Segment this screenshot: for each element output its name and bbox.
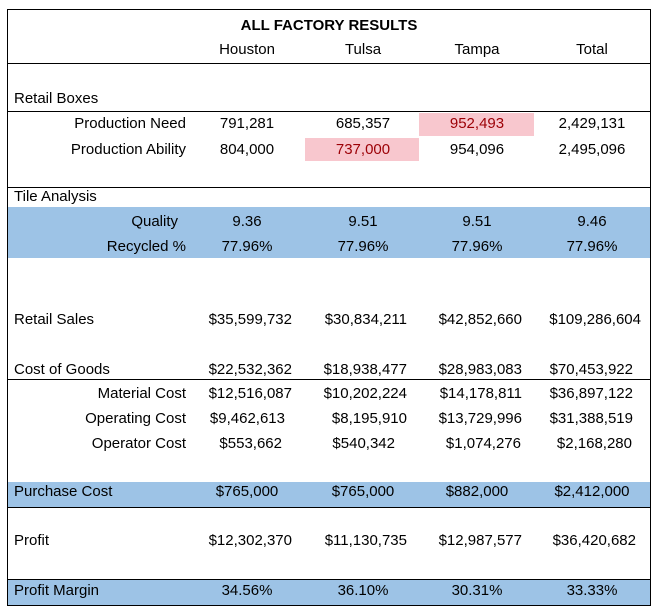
cost-of-goods-tulsa: $18,938,477 (323, 361, 407, 378)
col-header-houston: Houston (219, 41, 275, 58)
material-cost-tampa: $14,178,811 (439, 385, 522, 402)
profit-margin-tampa: 30.31% (451, 582, 503, 599)
purchase-cost-tampa: $882,000 (445, 483, 509, 500)
col-header-tampa: Tampa (454, 41, 500, 58)
factory-results-sheet: ALL FACTORY RESULTS Houston Tulsa Tampa … (7, 9, 651, 606)
quality-tampa: 9.51 (462, 213, 492, 230)
purchase-cost-label: Purchase Cost (14, 483, 113, 500)
profit-label: Profit (14, 532, 50, 549)
cost-of-goods-total: $70,453,922 (549, 361, 633, 378)
operator-cost-houston: $553,662 (219, 435, 282, 452)
profit-margin-label: Profit Margin (14, 582, 100, 599)
profit-total: $36,420,682 (552, 532, 636, 549)
profit-houston: $12,302,370 (208, 532, 292, 549)
operating-cost-tampa: $13,729,996 (438, 410, 522, 427)
material-cost-houston: $12,516,087 (208, 385, 292, 402)
production-ability-tampa: 954,096 (449, 141, 505, 158)
production-need-total: 2,429,131 (558, 115, 626, 132)
production-ability-tulsa: 737,000 (335, 141, 391, 158)
operating-cost-houston: $9,462,613 (209, 410, 285, 427)
recycled-houston: 77.96% (221, 238, 273, 255)
profit-tulsa: $11,130,735 (324, 532, 407, 549)
production-need-tulsa: 685,357 (335, 115, 391, 132)
section-retail-boxes: Retail Boxes (14, 90, 99, 107)
material-cost-tulsa: $10,202,224 (323, 385, 407, 402)
production-ability-label: Production Ability (70, 141, 186, 158)
retail-sales-tulsa: $30,834,211 (324, 311, 407, 328)
operating-cost-label: Operating Cost (85, 410, 186, 427)
tampa-need-highlight (419, 113, 534, 136)
production-need-label: Production Need (74, 115, 186, 132)
profit-margin-band (7, 579, 650, 606)
col-header-tulsa: Tulsa (344, 41, 382, 58)
recycled-label: Recycled % (106, 238, 186, 255)
profit-margin-total: 33.33% (566, 582, 618, 599)
profit-margin-tulsa: 36.10% (337, 582, 389, 599)
cost-of-goods-label: Cost of Goods (14, 361, 110, 378)
operator-cost-tampa: $1,074,276 (445, 435, 521, 452)
operator-cost-total: $2,168,280 (556, 435, 632, 452)
material-cost-total: $36,897,122 (549, 385, 633, 402)
recycled-tampa: 77.96% (451, 238, 503, 255)
purchase-cost-houston: $765,000 (215, 483, 279, 500)
operating-cost-tulsa: $8,195,910 (331, 410, 407, 427)
recycled-total: 77.96% (566, 238, 618, 255)
tile-analysis-band (7, 207, 650, 258)
cost-of-goods-houston: $22,532,362 (208, 361, 292, 378)
operator-cost-label: Operator Cost (91, 435, 186, 452)
retail-sales-label: Retail Sales (14, 311, 95, 328)
production-need-tampa: 952,493 (449, 115, 505, 132)
production-ability-total: 2,495,096 (558, 141, 626, 158)
operating-cost-total: $31,388,519 (549, 410, 633, 427)
tulsa-ability-highlight (305, 138, 419, 161)
material-cost-label: Material Cost (97, 385, 186, 402)
cost-of-goods-tampa: $28,983,083 (438, 361, 522, 378)
section-tile-analysis: Tile Analysis (14, 188, 97, 205)
production-ability-houston: 804,000 (219, 141, 275, 158)
purchase-cost-total: $2,412,000 (554, 483, 630, 500)
quality-houston: 9.36 (232, 213, 262, 230)
quality-tulsa: 9.51 (348, 213, 378, 230)
profit-margin-houston: 34.56% (221, 582, 273, 599)
quality-total: 9.46 (577, 213, 607, 230)
profit-tampa: $12,987,577 (438, 532, 522, 549)
purchase-cost-tulsa: $765,000 (331, 483, 395, 500)
retail-sales-houston: $35,599,732 (208, 311, 292, 328)
purchase-cost-band (7, 482, 650, 507)
quality-label: Quality (131, 213, 178, 230)
retail-sales-tampa: $42,852,660 (438, 311, 522, 328)
col-header-total: Total (576, 41, 608, 58)
operator-cost-tulsa: $540,342 (332, 435, 395, 452)
recycled-tulsa: 77.96% (337, 238, 389, 255)
production-need-houston: 791,281 (219, 115, 275, 132)
retail-sales-total: $109,286,604 (549, 311, 641, 328)
sheet-title: ALL FACTORY RESULTS (240, 17, 418, 34)
